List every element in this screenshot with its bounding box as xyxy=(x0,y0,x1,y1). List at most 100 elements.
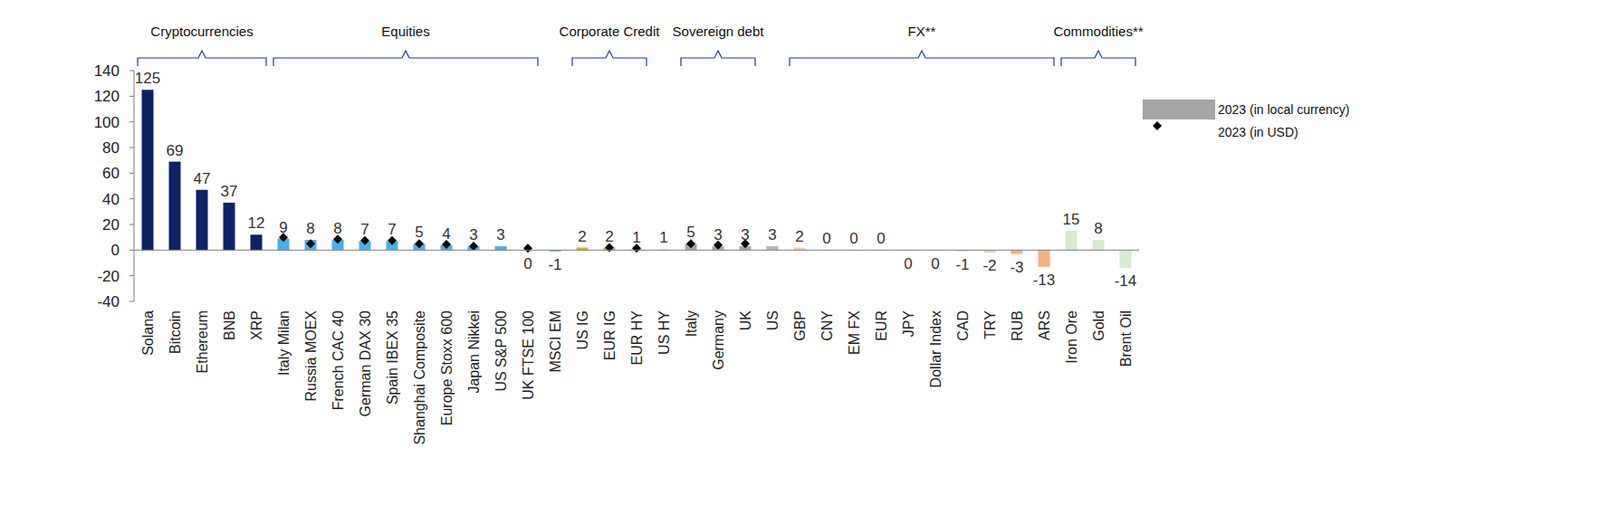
y-tick xyxy=(129,249,135,251)
data-label: 7 xyxy=(360,220,369,239)
group-label: FX** xyxy=(908,23,937,39)
data-label: 125 xyxy=(134,69,161,87)
x-tick-label: Europe Stoxx 600 xyxy=(439,310,455,426)
x-tick-label: Shanghai Composite xyxy=(411,310,428,446)
y-tick xyxy=(129,301,135,303)
data-label: 0 xyxy=(822,229,831,248)
y-tick-label: -20 xyxy=(96,268,120,286)
y-tick xyxy=(129,147,135,149)
data-label: 2 xyxy=(795,228,804,246)
bar xyxy=(169,162,182,251)
group-bracket xyxy=(680,50,756,67)
data-label: 47 xyxy=(193,170,211,188)
bar xyxy=(196,190,209,251)
x-tick-label: TRY xyxy=(982,310,998,340)
y-axis xyxy=(134,70,135,302)
data-label: -3 xyxy=(1009,258,1024,277)
data-label: 0 xyxy=(903,255,912,273)
group-label: Corporate Credit xyxy=(559,23,662,39)
x-tick-label: UK xyxy=(737,310,754,332)
group-bracket xyxy=(1061,50,1136,67)
bar xyxy=(1120,249,1132,269)
x-tick-label: Iron Ore xyxy=(1063,310,1080,365)
x-tick-label: EUR IG xyxy=(602,310,618,361)
data-label: 2 xyxy=(604,228,614,246)
x-tick-label: Japan Nikkei xyxy=(466,310,482,394)
x-tick-label: US xyxy=(765,310,781,331)
x-tick-label: Italy xyxy=(683,310,700,337)
group-label: Cryptocurrencies xyxy=(150,23,253,39)
legend-swatch xyxy=(1152,121,1162,131)
data-label: 69 xyxy=(166,142,184,160)
data-label: 3 xyxy=(496,226,505,244)
data-label: -1 xyxy=(955,256,969,274)
y-tick-label: 120 xyxy=(94,87,120,106)
x-tick-label: Spain IBEX 35 xyxy=(384,310,401,405)
x-tick-label: EUR HY xyxy=(629,310,645,366)
bar xyxy=(1065,230,1078,250)
bar xyxy=(766,246,779,250)
data-label: 0 xyxy=(523,255,532,273)
data-label: -2 xyxy=(982,257,997,275)
x-tick-label: Solana xyxy=(140,310,156,356)
x-tick-label: BNB xyxy=(221,310,238,341)
data-label: 3 xyxy=(767,226,777,244)
y-tick-label: 80 xyxy=(102,139,120,157)
chart: -40-200204060801001201401256947371298877… xyxy=(0,0,1600,515)
bar xyxy=(1092,239,1105,250)
data-label: 0 xyxy=(876,229,885,248)
group-bracket xyxy=(572,50,647,67)
y-tick xyxy=(129,95,135,97)
data-label: 15 xyxy=(1063,210,1081,229)
x-tick-label: Bitcoin xyxy=(167,310,183,355)
bar xyxy=(1038,249,1051,267)
legend-label: 2023 (in USD) xyxy=(1217,124,1299,140)
data-label: -1 xyxy=(547,256,562,274)
data-label: 3 xyxy=(469,226,478,244)
y-tick-label: 60 xyxy=(102,164,120,183)
bar xyxy=(495,246,508,250)
x-tick-label: CNY xyxy=(819,310,835,342)
x-tick-label: RUB xyxy=(1009,310,1026,342)
y-tick xyxy=(129,121,135,123)
x-tick-label: Italy Milan xyxy=(276,310,292,376)
plot-area xyxy=(142,89,1132,269)
x-tick-label: UK FTSE 100 xyxy=(520,310,537,401)
x-tick-label: US S&P 500 xyxy=(493,310,509,393)
bar xyxy=(305,239,317,250)
data-label: 12 xyxy=(248,214,266,232)
y-tick-label: 140 xyxy=(94,62,120,80)
y-tick-label: -40 xyxy=(96,293,120,311)
data-label: 5 xyxy=(414,223,423,241)
x-tick-label: Ethereum xyxy=(194,310,211,374)
x-tick-label: Gold xyxy=(1091,310,1107,342)
data-label: 5 xyxy=(686,223,695,241)
group-label: Sovereign debt xyxy=(672,23,766,39)
y-tick xyxy=(129,70,135,72)
x-tick-label: French CAC 40 xyxy=(330,310,346,411)
y-tick-label: 0 xyxy=(111,241,120,259)
x-tick-label: CAD xyxy=(955,310,971,342)
x-tick-label: EM FX xyxy=(846,310,863,355)
x-tick-label: US IG xyxy=(574,310,591,351)
y-tick xyxy=(129,172,135,174)
usd-marker xyxy=(306,239,316,249)
data-label: 0 xyxy=(849,229,858,248)
data-label: 2 xyxy=(577,228,586,246)
bar xyxy=(142,89,154,250)
x-tick-label: MSCI EM xyxy=(547,310,564,373)
x-tick-label: US HY xyxy=(656,310,672,355)
y-tick xyxy=(129,224,135,226)
zero-line xyxy=(134,249,1140,251)
group-bracket xyxy=(273,50,538,67)
legend-swatch xyxy=(1142,99,1216,120)
bar xyxy=(1011,249,1024,254)
group-bracket xyxy=(789,50,1054,67)
x-tick-label: Dollar Index xyxy=(928,310,944,388)
data-label: 8 xyxy=(333,220,342,238)
y-tick-label: 40 xyxy=(102,191,120,209)
x-tick-label: XRP xyxy=(249,310,265,341)
y-tick-label: 100 xyxy=(94,114,120,132)
bar xyxy=(250,234,263,250)
legend-label: 2023 (in local currency) xyxy=(1217,102,1351,117)
